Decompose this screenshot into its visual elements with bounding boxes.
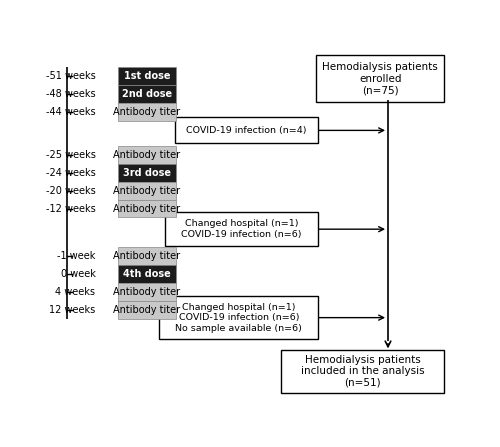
- Text: COVID-19 infection (n=4): COVID-19 infection (n=4): [186, 126, 307, 135]
- FancyBboxPatch shape: [165, 212, 318, 246]
- FancyBboxPatch shape: [118, 199, 176, 218]
- FancyBboxPatch shape: [118, 164, 176, 181]
- Text: -1 week: -1 week: [57, 251, 96, 261]
- Text: Antibody titer: Antibody titer: [113, 287, 180, 297]
- FancyBboxPatch shape: [118, 181, 176, 199]
- Text: Antibody titer: Antibody titer: [113, 203, 180, 214]
- FancyBboxPatch shape: [118, 103, 176, 121]
- Text: Antibody titer: Antibody titer: [113, 186, 180, 196]
- Text: -25 weeks: -25 weeks: [46, 150, 96, 160]
- FancyBboxPatch shape: [316, 55, 444, 102]
- FancyBboxPatch shape: [118, 146, 176, 164]
- FancyBboxPatch shape: [118, 265, 176, 283]
- Text: -48 weeks: -48 weeks: [46, 89, 96, 99]
- Text: Changed hospital (n=1)
COVID-19 infection (n=6)
No sample available (n=6): Changed hospital (n=1) COVID-19 infectio…: [176, 303, 302, 333]
- Text: -12 weeks: -12 weeks: [46, 203, 96, 214]
- FancyBboxPatch shape: [118, 85, 176, 103]
- Text: Hemodialysis patients
included in the analysis
(n=51): Hemodialysis patients included in the an…: [301, 354, 424, 388]
- Text: Antibody titer: Antibody titer: [113, 107, 180, 117]
- Text: -20 weeks: -20 weeks: [46, 186, 96, 196]
- Text: 0 week: 0 week: [60, 269, 96, 279]
- Text: 3rd dose: 3rd dose: [123, 168, 171, 178]
- Text: 2nd dose: 2nd dose: [122, 89, 172, 99]
- Text: -24 weeks: -24 weeks: [46, 168, 96, 178]
- FancyBboxPatch shape: [282, 350, 444, 392]
- FancyBboxPatch shape: [118, 301, 176, 319]
- Text: -44 weeks: -44 weeks: [46, 107, 96, 117]
- Text: Antibody titer: Antibody titer: [113, 150, 180, 160]
- Text: 4th dose: 4th dose: [123, 269, 170, 279]
- FancyBboxPatch shape: [160, 296, 318, 339]
- Text: 1st dose: 1st dose: [124, 71, 170, 81]
- FancyBboxPatch shape: [118, 247, 176, 265]
- Text: 4 weeks: 4 weeks: [56, 287, 96, 297]
- Text: -51 weeks: -51 weeks: [46, 71, 96, 81]
- Text: Hemodialysis patients
enrolled
(n=75): Hemodialysis patients enrolled (n=75): [322, 62, 438, 95]
- FancyBboxPatch shape: [175, 117, 318, 143]
- Text: Antibody titer: Antibody titer: [113, 305, 180, 315]
- Text: 12 weeks: 12 weeks: [49, 305, 96, 315]
- FancyBboxPatch shape: [118, 67, 176, 85]
- Text: Antibody titer: Antibody titer: [113, 251, 180, 261]
- FancyBboxPatch shape: [118, 283, 176, 301]
- Text: Changed hospital (n=1)
COVID-19 infection (n=6): Changed hospital (n=1) COVID-19 infectio…: [182, 219, 302, 239]
